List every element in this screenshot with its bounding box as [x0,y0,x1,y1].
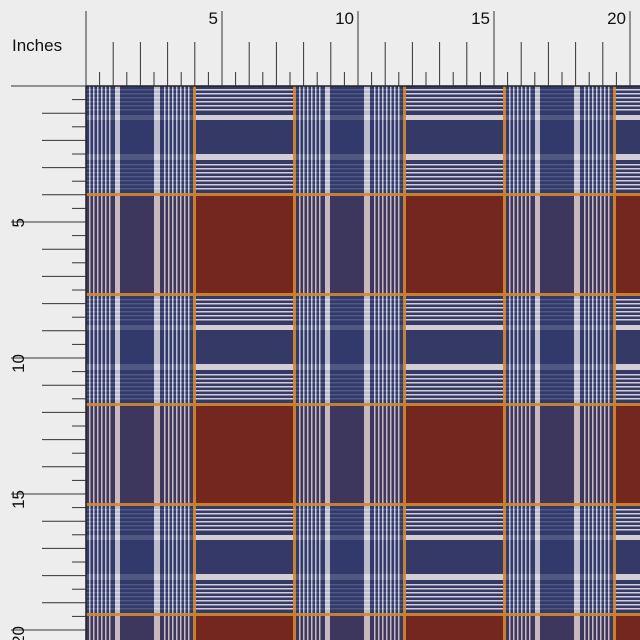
left-ruler-label: 20 [9,626,28,640]
top-ruler-label: 5 [209,9,218,28]
left-ruler-label: 15 [9,490,28,509]
top-ruler-label: 20 [607,9,626,28]
ruler-ticks [11,11,631,631]
top-ruler-label: 10 [335,9,354,28]
fabric [86,86,640,640]
left-ruler-label: 5 [9,218,28,227]
left-ruler-label: 10 [9,354,28,373]
unit-label: Inches [12,36,62,55]
top-ruler-label: 15 [471,9,490,28]
